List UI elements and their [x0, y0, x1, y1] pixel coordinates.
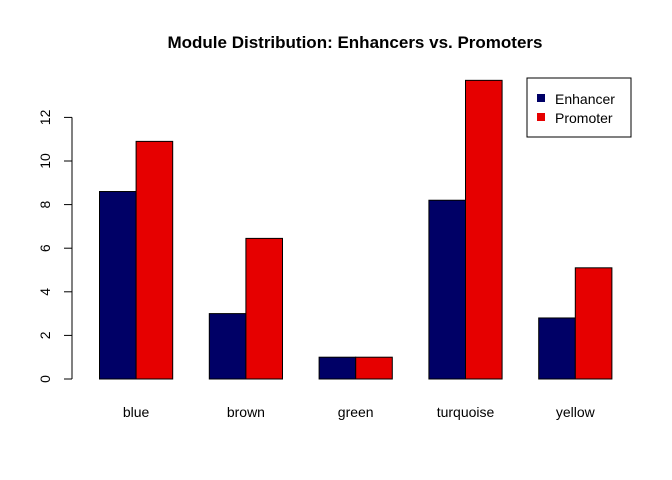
y-tick-label: 6	[37, 244, 53, 252]
legend-swatch-enhancer	[537, 94, 545, 102]
bar-turquoise-promoter	[465, 79, 503, 380]
category-label-brown: brown	[227, 404, 265, 420]
legend-label-enhancer: Enhancer	[555, 91, 615, 107]
bar-green-promoter	[355, 356, 393, 380]
bars-group	[99, 79, 613, 380]
legend: Enhancer Promoter	[526, 77, 632, 138]
category-label-blue: blue	[123, 404, 150, 420]
y-tick-label: 4	[37, 288, 53, 296]
bar-blue-promoter	[135, 140, 174, 380]
bar-yellow-enhancer	[538, 317, 576, 380]
y-tick-label: 10	[37, 153, 53, 169]
chart-title: Module Distribution: Enhancers vs. Promo…	[167, 33, 542, 52]
y-axis: 0 2 4 6 8 10 12	[37, 109, 73, 383]
category-label-turquoise: turquoise	[437, 404, 495, 420]
legend-label-promoter: Promoter	[555, 110, 613, 126]
bar-blue-enhancer	[99, 191, 137, 380]
bar-brown-promoter	[245, 237, 283, 380]
y-tick-label: 0	[37, 375, 53, 383]
y-tick-label: 8	[37, 200, 53, 208]
bar-green-enhancer	[318, 356, 357, 380]
legend-box	[526, 77, 632, 138]
bar-yellow-promoter	[574, 267, 613, 380]
category-label-yellow: yellow	[556, 404, 596, 420]
legend-swatch-promoter	[537, 113, 545, 121]
y-tick-label: 12	[37, 109, 53, 125]
y-tick-label: 2	[37, 331, 53, 339]
bar-brown-enhancer	[208, 313, 247, 380]
category-label-green: green	[338, 404, 374, 420]
category-labels: blue brown green turquoise yellow	[123, 404, 596, 420]
bar-turquoise-enhancer	[428, 199, 466, 380]
